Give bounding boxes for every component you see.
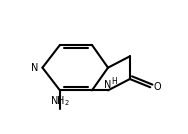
Text: NH$_2$: NH$_2$: [50, 94, 70, 108]
Text: N: N: [104, 80, 112, 90]
Text: N: N: [31, 63, 39, 73]
Text: O: O: [154, 82, 161, 92]
Text: H: H: [112, 77, 117, 86]
